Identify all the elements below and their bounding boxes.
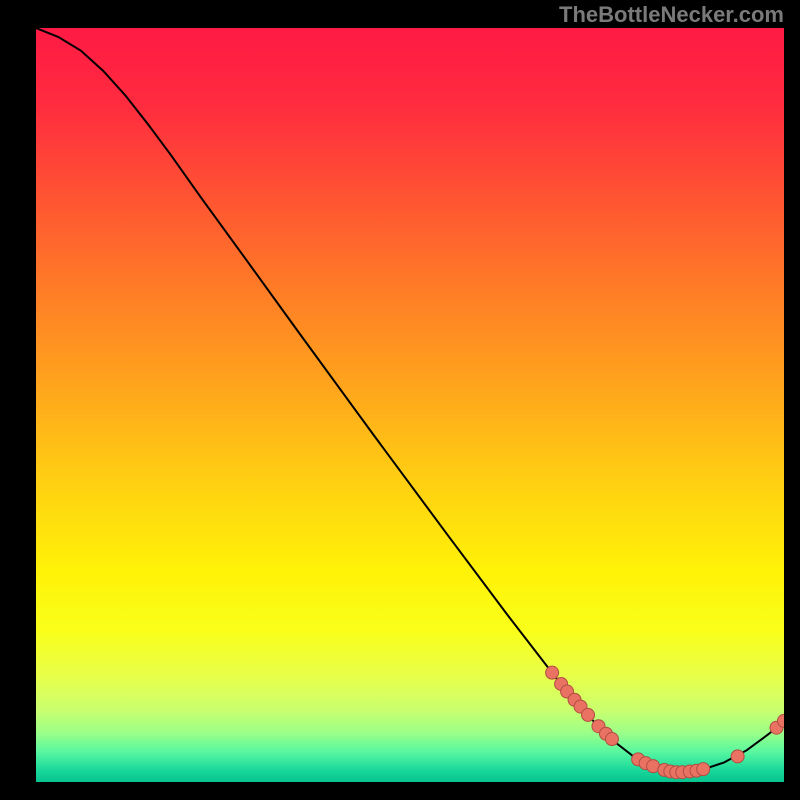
data-marker	[582, 708, 595, 721]
bottleneck-curve-chart	[36, 28, 784, 782]
data-marker	[697, 763, 710, 776]
chart-frame: TheBottleNecker.com	[0, 0, 800, 800]
plot-background-gradient	[36, 28, 784, 782]
data-marker	[546, 666, 559, 679]
watermark-text: TheBottleNecker.com	[559, 2, 784, 28]
data-marker	[605, 733, 618, 746]
data-marker	[731, 750, 744, 763]
